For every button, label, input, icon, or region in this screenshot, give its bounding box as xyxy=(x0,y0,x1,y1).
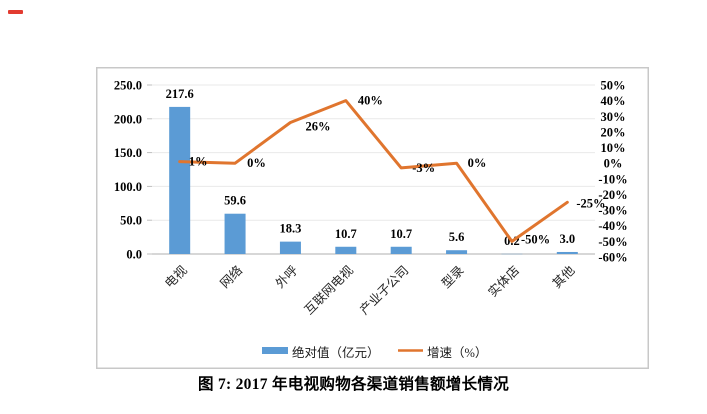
bar-value-label: 10.7 xyxy=(390,227,412,241)
line-point-label: 1% xyxy=(189,155,208,169)
category-label: 电视 xyxy=(162,262,191,291)
right-axis-tick-label: 0% xyxy=(604,157,623,171)
line-point-label: -3% xyxy=(412,161,435,175)
category-label: 互联网电视 xyxy=(301,262,356,317)
category-label: 外呼 xyxy=(273,263,301,291)
bar xyxy=(446,250,468,254)
right-axis-tick-label: 20% xyxy=(601,125,626,139)
right-axis-tick-label: -60% xyxy=(598,251,627,265)
right-axis-tick-label: 50% xyxy=(601,79,626,93)
left-axis-tick-label: 250.0 xyxy=(114,79,142,93)
chart-border xyxy=(96,67,649,369)
growth-line xyxy=(178,99,569,243)
line-point-label: 26% xyxy=(305,120,330,134)
legend-label: 增速（%） xyxy=(427,345,487,360)
bar xyxy=(279,241,301,254)
line-point-label: 40% xyxy=(358,94,383,108)
legend-bar-swatch xyxy=(262,347,288,354)
line-point-label: -25% xyxy=(576,196,605,210)
bar xyxy=(556,251,578,254)
legend-label: 绝对值（亿元） xyxy=(292,345,380,360)
bar-value-label: 5.6 xyxy=(449,230,465,244)
category-label: 网络 xyxy=(217,262,246,291)
right-axis-tick-label: 30% xyxy=(601,110,626,124)
right-axis-tick-label: 40% xyxy=(601,94,626,108)
category-label: 型录 xyxy=(439,263,467,291)
left-axis-tick-label: 100.0 xyxy=(114,180,142,194)
bar xyxy=(390,246,412,254)
bar-value-label: 18.3 xyxy=(280,222,302,236)
left-axis-tick-label: 200.0 xyxy=(114,112,142,126)
combo-chart: 250.0200.0150.0100.050.00.050%40%30%20%1… xyxy=(96,67,649,369)
bar-value-label: 217.6 xyxy=(166,87,194,101)
right-axis-tick-label: -30% xyxy=(598,204,627,218)
line-point-label: -50% xyxy=(521,232,550,246)
line-point-label: 0% xyxy=(468,156,487,170)
category-label: 产业子公司 xyxy=(357,263,411,317)
left-axis-tick-label: 0.0 xyxy=(126,248,142,262)
bar-value-label: 10.7 xyxy=(335,227,357,241)
bar xyxy=(169,106,191,254)
right-axis-tick-label: -10% xyxy=(598,172,627,186)
right-axis-tick-label: -50% xyxy=(598,235,627,249)
bar-value-label: 3.0 xyxy=(560,232,576,246)
right-axis-tick-label: 10% xyxy=(601,141,626,155)
right-axis-tick-label: -20% xyxy=(598,188,627,202)
chart-frame: 250.0 200.0 150.0 100.0 50.0 0.0 50% 40% 30% 20% 1… xyxy=(96,67,649,369)
red-revision-mark xyxy=(8,10,23,14)
category-label: 实体店 xyxy=(485,263,522,300)
category-label: 其他 xyxy=(550,263,578,291)
line-point-label: 0% xyxy=(247,156,266,170)
left-axis-tick-label: 150.0 xyxy=(114,146,142,160)
bar xyxy=(335,246,357,254)
right-axis-tick-label: -40% xyxy=(598,219,627,233)
figure-caption: 图 7: 2017 年电视购物各渠道销售额增长情况 xyxy=(197,376,510,393)
bar-value-label: 59.6 xyxy=(224,194,246,208)
left-axis-tick-label: 50.0 xyxy=(120,214,142,228)
bar xyxy=(224,213,246,254)
